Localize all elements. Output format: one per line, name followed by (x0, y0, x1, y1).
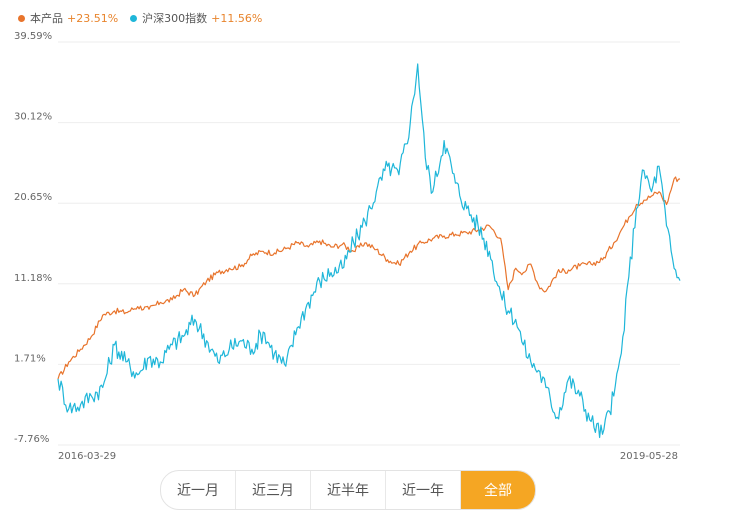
legend-label: 本产品 (30, 12, 63, 25)
series-line-index (57, 63, 681, 439)
y-tick-label: 30.12% (14, 112, 52, 123)
series-line-product (57, 176, 681, 380)
y-tick-label: 1.71% (14, 353, 46, 364)
y-tick-label: 39.59% (14, 31, 52, 42)
tab-three-months[interactable]: 近三月 (236, 471, 311, 509)
legend-dot-icon (18, 14, 25, 22)
chart-legend: 本产品 +23.51% 沪深300指数 +11.56% (18, 10, 274, 26)
legend-item-product[interactable]: 本产品 +23.51% (18, 10, 118, 26)
x-tick-label: 2016-03-29 (58, 451, 116, 462)
tab-one-month[interactable]: 近一月 (161, 471, 236, 509)
tab-all[interactable]: 全部 (461, 471, 535, 509)
y-tick-label: 11.18% (14, 273, 52, 284)
y-tick-label: -7.76% (14, 434, 49, 445)
line-chart: -7.76% 1.71% 11.18% 20.65% 30.12% 39.59% 2016-… (14, 31, 681, 462)
x-tick-label: 2019-05-28 (620, 451, 678, 462)
y-tick-label: 20.65% (14, 192, 52, 203)
tab-one-year[interactable]: 近一年 (386, 471, 461, 509)
tab-half-year[interactable]: 近半年 (311, 471, 386, 509)
period-tabs: 近一月 近三月 近半年 近一年 全部 (160, 470, 536, 510)
legend-dot-icon (130, 14, 138, 22)
legend-change: +11.56% (211, 11, 263, 25)
legend-item-index[interactable]: 沪深300指数 +11.56% (130, 10, 262, 26)
legend-change: +23.51% (67, 11, 119, 25)
legend-label: 沪深300指数 (142, 12, 208, 25)
